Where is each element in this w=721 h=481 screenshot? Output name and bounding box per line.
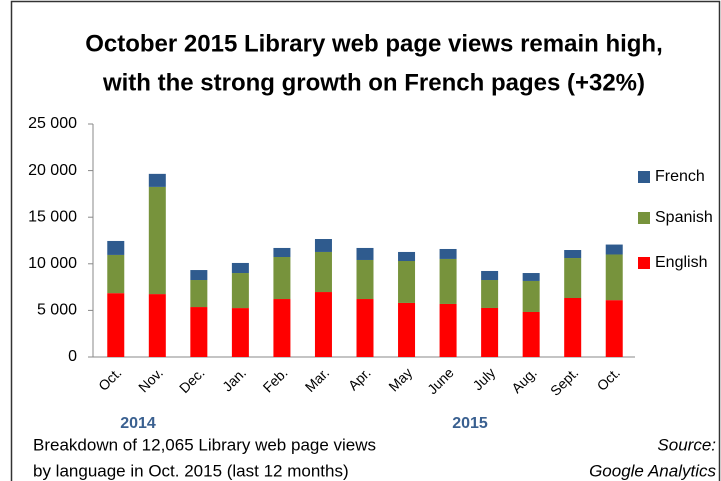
year-label: 2015 bbox=[452, 415, 488, 432]
bar-segment bbox=[231, 273, 249, 309]
bar-segment bbox=[314, 251, 332, 293]
bar-segment bbox=[564, 258, 582, 299]
bar-segment bbox=[273, 299, 291, 357]
footnote: Breakdown of 12,065 Library web page vie… bbox=[33, 435, 376, 454]
bar-segment bbox=[439, 248, 457, 259]
bar-segment bbox=[190, 270, 208, 281]
bar-segment bbox=[273, 256, 291, 300]
bar-segment bbox=[148, 294, 166, 357]
bar-segment bbox=[481, 307, 499, 357]
x-tick-label: Oct. bbox=[594, 364, 623, 393]
bar-segment bbox=[522, 273, 540, 281]
bar-segment bbox=[148, 173, 166, 187]
bar-segment bbox=[564, 250, 582, 259]
bar-segment bbox=[356, 247, 374, 260]
bar-segment bbox=[481, 270, 499, 281]
year-label: 2014 bbox=[120, 415, 156, 432]
x-tick-label: Dec. bbox=[176, 364, 208, 396]
legend-swatch bbox=[638, 257, 650, 269]
bar-segment bbox=[314, 239, 332, 252]
bar-segment bbox=[231, 308, 249, 357]
bar-segment bbox=[273, 247, 291, 257]
source: Google Analytics bbox=[589, 461, 716, 480]
bar-segment bbox=[107, 293, 125, 357]
legend-swatch bbox=[638, 171, 650, 183]
legend-label: French bbox=[655, 168, 705, 185]
frame bbox=[10, 0, 721, 481]
bar-segment bbox=[107, 240, 125, 255]
y-tick-label: 25 000 bbox=[28, 115, 77, 132]
x-tick-label: May bbox=[385, 364, 415, 394]
x-tick-label: July bbox=[469, 364, 498, 393]
x-tick-label: Feb. bbox=[260, 364, 291, 395]
y-tick-label: 5 000 bbox=[37, 302, 77, 319]
bar-segment bbox=[481, 280, 499, 308]
bar-segment bbox=[398, 261, 416, 303]
bar-segment bbox=[356, 259, 374, 300]
x-tick-label: June bbox=[424, 364, 457, 397]
legend-label: Spanish bbox=[655, 209, 713, 226]
chart-title: with the strong growth on French pages (… bbox=[102, 69, 645, 96]
bar-segment bbox=[439, 303, 457, 357]
x-tick-label: Jan. bbox=[219, 364, 249, 394]
bar-segment bbox=[605, 254, 623, 301]
bar-segment bbox=[190, 280, 208, 308]
y-tick-label: 15 000 bbox=[28, 208, 77, 225]
bar-segment bbox=[398, 302, 416, 357]
bar-segment bbox=[356, 299, 374, 357]
bar-segment bbox=[564, 298, 582, 357]
bar-segment bbox=[190, 307, 208, 357]
bar-segment bbox=[522, 311, 540, 357]
x-tick-label: Nov. bbox=[135, 364, 166, 395]
legend-swatch bbox=[638, 212, 650, 224]
bar-segment bbox=[231, 262, 249, 274]
footnote: by language in Oct. 2015 (last 12 months… bbox=[33, 461, 349, 480]
bar-segment bbox=[148, 186, 166, 295]
bar-segment bbox=[398, 251, 416, 262]
legend-label: English bbox=[655, 254, 707, 271]
bar-segment bbox=[605, 244, 623, 255]
bar-segment bbox=[107, 254, 125, 294]
bar-segment bbox=[522, 280, 540, 312]
y-tick-label: 20 000 bbox=[28, 162, 77, 179]
x-tick-label: Apr. bbox=[345, 364, 374, 393]
y-tick-label: 0 bbox=[68, 348, 77, 365]
x-tick-label: Mar. bbox=[302, 364, 333, 395]
source: Source: bbox=[657, 435, 716, 454]
x-tick-label: Oct. bbox=[95, 364, 124, 393]
x-tick-label: Sept. bbox=[547, 364, 581, 398]
y-tick-label: 10 000 bbox=[28, 255, 77, 272]
bar-segment bbox=[605, 300, 623, 357]
bar-segment bbox=[439, 258, 457, 304]
chart-title: October 2015 Library web page views rema… bbox=[85, 30, 663, 57]
x-tick-label: Aug. bbox=[508, 364, 540, 396]
bar-segment bbox=[314, 292, 332, 357]
